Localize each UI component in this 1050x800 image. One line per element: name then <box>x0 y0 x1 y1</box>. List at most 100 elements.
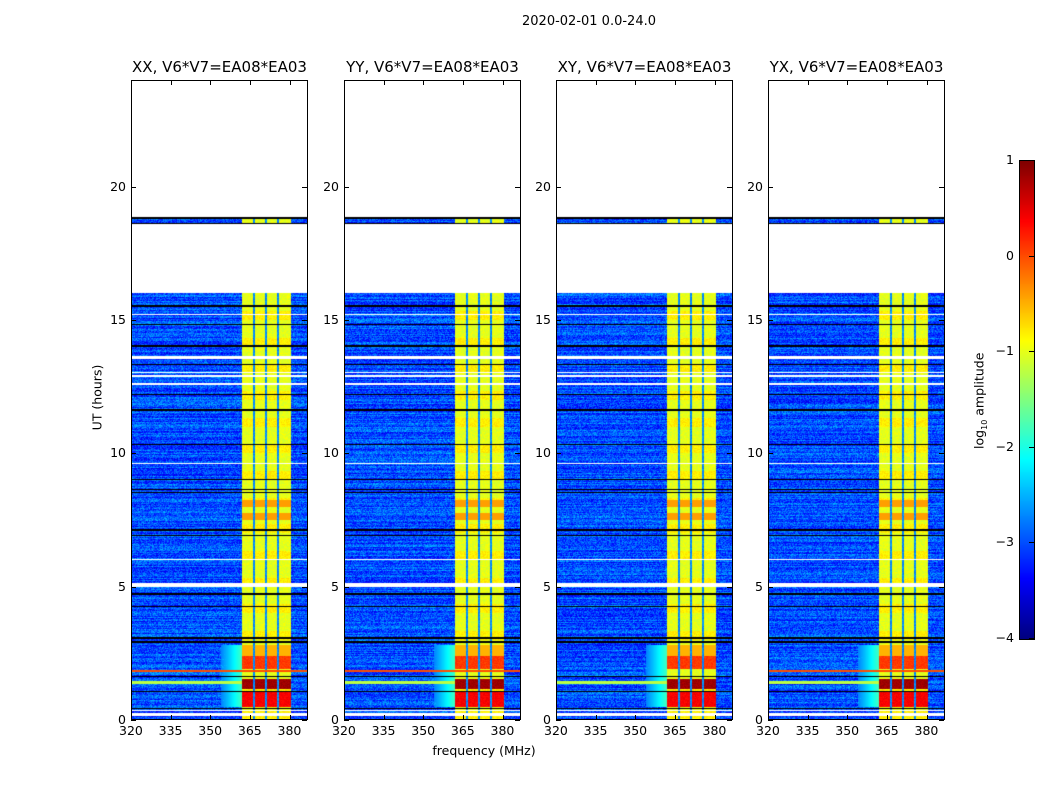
x-tick <box>289 715 291 720</box>
x-tick <box>674 80 676 85</box>
x-tick-label: 335 <box>158 723 183 738</box>
x-tick <box>289 80 291 85</box>
y-tick-label: 20 <box>323 178 339 194</box>
x-tick <box>344 80 345 85</box>
y-tick <box>727 720 732 721</box>
y-tick <box>344 720 349 721</box>
x-tick <box>926 80 928 85</box>
y-tick-label: 5 <box>331 578 339 594</box>
x-tick <box>635 715 637 720</box>
y-tick <box>556 720 561 721</box>
x-tick <box>595 80 597 85</box>
y-tick-label: 15 <box>747 312 763 327</box>
x-tick-label: 380 <box>914 723 939 738</box>
y-tick-label: 20 <box>747 178 763 194</box>
x-tick-label: 335 <box>795 723 820 738</box>
heatmap-panel: XY, V6*V7=EA08*EA03 320 335 350 365 380 0 5 10 15… <box>535 58 733 738</box>
x-tick <box>383 715 385 720</box>
x-tick <box>383 80 385 85</box>
colorbar-tick-label: 1 <box>1006 152 1014 167</box>
x-tick <box>595 715 597 720</box>
y-tick-label: 20 <box>535 178 551 194</box>
x-tick <box>210 80 212 85</box>
y-tick <box>515 320 520 321</box>
x-tick <box>210 715 212 720</box>
x-tick <box>131 80 132 85</box>
y-tick <box>344 586 349 588</box>
x-tick-label: 335 <box>583 723 608 738</box>
x-tick-label: 365 <box>662 723 687 738</box>
y-tick <box>727 320 732 321</box>
colorbar-tick <box>1029 446 1034 448</box>
y-tick <box>727 586 732 588</box>
colorbar-tick <box>1029 542 1034 544</box>
x-tick <box>768 80 769 85</box>
y-tick <box>768 320 773 321</box>
y-tick <box>515 720 520 721</box>
y-tick <box>302 186 307 188</box>
y-tick <box>768 586 773 588</box>
panel-title: YX, V6*V7=EA08*EA03 <box>769 58 944 76</box>
heatmap-panel: YY, V6*V7=EA08*EA03 320 335 350 365 380 0 5 10 15… <box>323 58 521 738</box>
x-tick-label: 350 <box>198 723 223 738</box>
heatmap-image <box>768 80 945 720</box>
x-tick <box>926 715 928 720</box>
panel-title: XX, V6*V7=EA08*EA03 <box>132 58 307 76</box>
x-tick <box>714 715 716 720</box>
heatmap-image <box>344 80 521 720</box>
y-tick-label: 5 <box>543 578 551 594</box>
y-tick-label: 5 <box>118 578 126 594</box>
y-tick-label: 0 <box>543 712 551 727</box>
x-tick-label: 350 <box>835 723 860 738</box>
y-tick-label: 10 <box>535 445 551 461</box>
y-tick <box>302 720 307 721</box>
x-tick <box>714 80 716 85</box>
x-tick <box>131 715 132 720</box>
heatmap-image <box>131 80 308 720</box>
y-tick <box>344 453 349 455</box>
y-tick <box>515 186 520 188</box>
x-tick <box>462 80 464 85</box>
colorbar-tick <box>1029 351 1034 353</box>
heatmap-image <box>556 80 733 720</box>
x-tick-label: 350 <box>623 723 648 738</box>
y-tick-label: 10 <box>110 445 126 461</box>
y-tick <box>939 186 944 188</box>
y-tick <box>344 320 349 321</box>
y-tick-label: 15 <box>110 312 126 327</box>
x-tick-label: 320 <box>544 723 568 738</box>
colorbar-tick <box>1029 638 1034 639</box>
y-tick <box>939 586 944 588</box>
x-tick <box>847 80 849 85</box>
x-tick <box>344 715 345 720</box>
y-tick-label: 0 <box>118 712 126 727</box>
y-tick <box>131 320 136 321</box>
colorbar-tick <box>1029 160 1034 161</box>
x-tick-label: 350 <box>411 723 436 738</box>
colorbar-tick-label: −4 <box>995 630 1014 645</box>
x-tick <box>423 715 425 720</box>
x-tick <box>807 715 809 720</box>
y-tick-label: 20 <box>110 178 126 194</box>
y-tick <box>515 453 520 455</box>
x-tick <box>423 80 425 85</box>
x-tick <box>462 715 464 720</box>
y-tick <box>131 720 136 721</box>
y-tick <box>939 320 944 321</box>
y-tick <box>344 186 349 188</box>
panel-title: YY, V6*V7=EA08*EA03 <box>346 58 519 76</box>
y-tick <box>556 320 561 321</box>
x-axis-label: frequency (MHz) <box>432 743 536 758</box>
x-tick-label: 320 <box>119 723 143 738</box>
x-tick <box>556 715 557 720</box>
x-tick <box>886 715 888 720</box>
colorbar-tick-label: −2 <box>995 438 1014 454</box>
y-tick <box>302 453 307 455</box>
y-tick <box>768 720 773 721</box>
y-tick <box>131 586 136 588</box>
x-tick <box>502 80 504 85</box>
y-axis-label: UT (hours) <box>89 364 105 431</box>
x-tick-label: 380 <box>490 723 515 738</box>
y-tick-label: 0 <box>755 712 763 727</box>
x-tick <box>170 80 172 85</box>
